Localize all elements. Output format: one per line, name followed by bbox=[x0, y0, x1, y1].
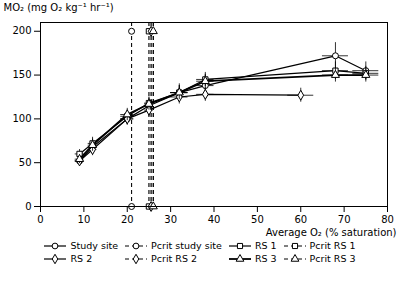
html-text:Pcrit RS 2: Pcrit RS 2 bbox=[151, 253, 197, 264]
svg-text:150: 150 bbox=[12, 69, 31, 80]
html-text:RS 3: RS 3 bbox=[254, 253, 277, 264]
html-text:RS 1: RS 1 bbox=[254, 240, 277, 251]
svg-text:60: 60 bbox=[294, 214, 307, 225]
html-text:Study site: Study site bbox=[70, 240, 119, 251]
svg-text:50: 50 bbox=[251, 214, 264, 225]
html-text:Pcrit study site: Pcrit study site bbox=[151, 240, 222, 251]
svg-text:10: 10 bbox=[78, 214, 91, 225]
svg-text:100: 100 bbox=[12, 113, 31, 124]
svg-text:MO₂ (mg O₂ kg⁻¹ hr⁻¹): MO₂ (mg O₂ kg⁻¹ hr⁻¹) bbox=[4, 2, 114, 13]
svg-text:Average O₂ (% saturation): Average O₂ (% saturation) bbox=[266, 227, 397, 238]
svg-text:0: 0 bbox=[25, 201, 31, 212]
svg-text:0: 0 bbox=[37, 214, 43, 225]
svg-text:200: 200 bbox=[12, 25, 31, 36]
svg-text:20: 20 bbox=[121, 214, 134, 225]
svg-text:70: 70 bbox=[338, 214, 351, 225]
svg-text:30: 30 bbox=[164, 214, 177, 225]
svg-text:80: 80 bbox=[381, 214, 394, 225]
html-text:Pcrit RS 3: Pcrit RS 3 bbox=[309, 253, 356, 264]
svg-text:40: 40 bbox=[208, 214, 221, 225]
svg-text:50: 50 bbox=[19, 157, 32, 168]
html-text:Pcrit RS 1: Pcrit RS 1 bbox=[309, 240, 356, 251]
html-text:RS 2: RS 2 bbox=[70, 253, 93, 264]
